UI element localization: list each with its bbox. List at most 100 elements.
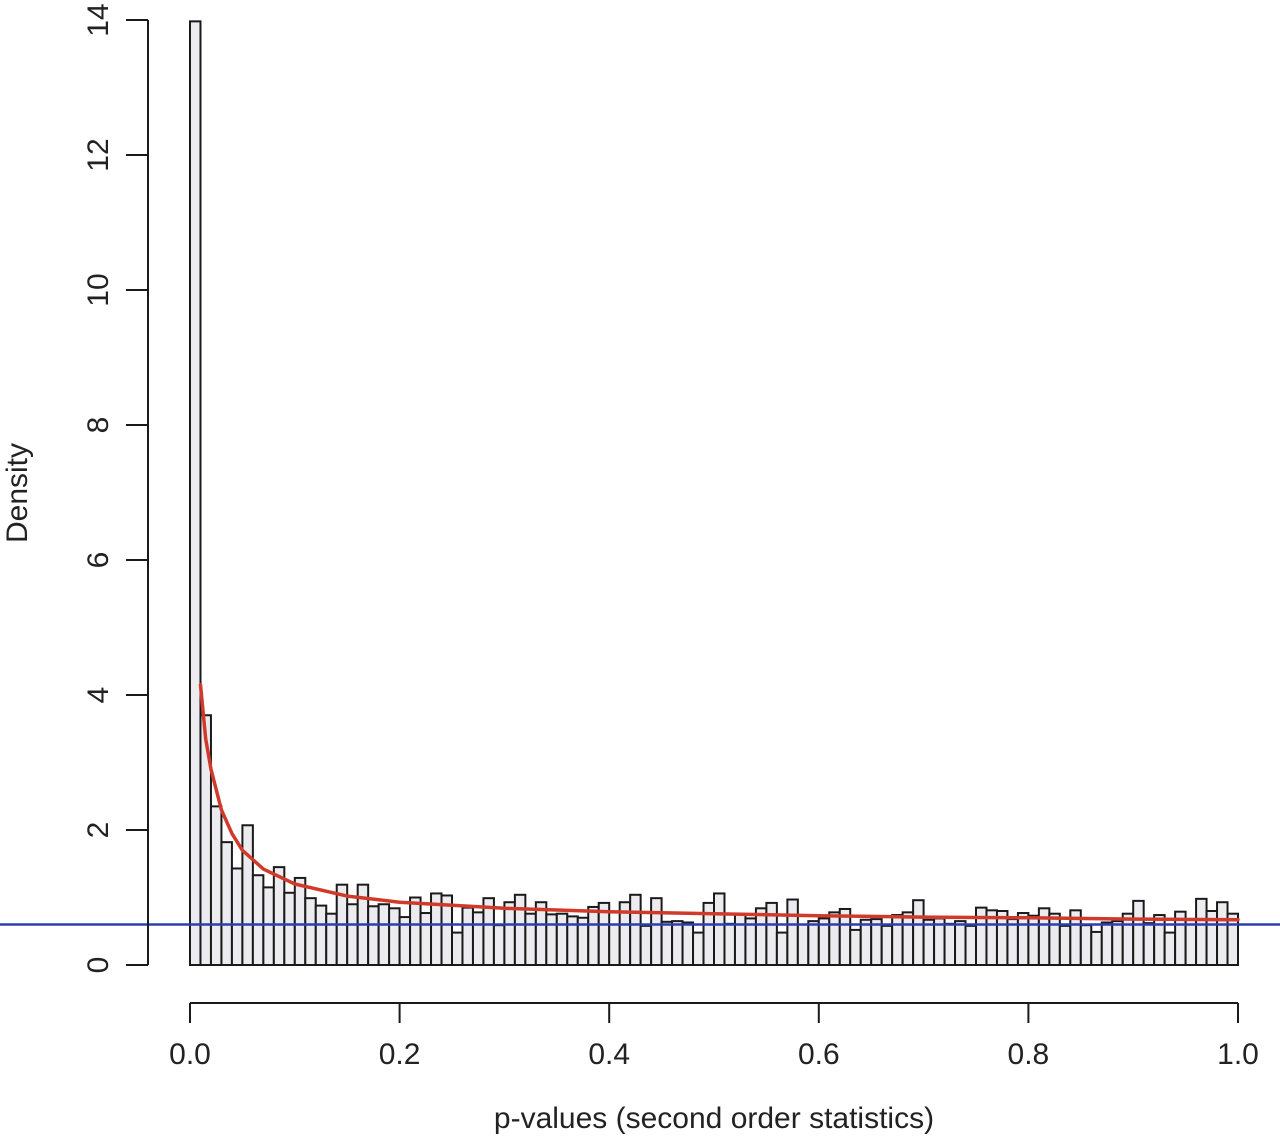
histogram-bar <box>304 897 317 966</box>
x-tick-label: 0.4 <box>588 1038 630 1071</box>
histogram-bar <box>314 904 328 966</box>
histogram-bar <box>660 920 674 966</box>
y-tick-label: 8 <box>82 417 115 434</box>
histogram-bar <box>189 20 202 967</box>
y-tick-label: 0 <box>82 957 115 974</box>
histogram-bar <box>251 874 265 966</box>
histogram-bar <box>954 920 967 966</box>
histogram-bar <box>901 911 915 966</box>
histogram-bar <box>859 918 873 967</box>
fitted-density-curve <box>198 683 1240 922</box>
histogram-bar <box>870 918 883 966</box>
histogram-bar <box>943 922 957 967</box>
histogram-bar <box>220 841 233 967</box>
y-tick-label: 12 <box>82 138 115 171</box>
histogram-bar <box>1006 918 1019 966</box>
histogram-bar <box>922 918 936 967</box>
histogram-bar <box>1184 918 1198 967</box>
histogram-bar <box>1058 924 1072 966</box>
histogram-bar <box>723 922 736 967</box>
histogram-bar <box>671 920 684 966</box>
histogram-bar <box>713 892 726 967</box>
histogram-bar <box>377 903 391 966</box>
histogram-bar <box>828 911 841 966</box>
histogram-bar <box>681 921 695 966</box>
histogram-bar <box>692 931 705 966</box>
y-tick-label: 2 <box>82 822 115 839</box>
histogram-bar <box>849 928 862 967</box>
histogram-bar <box>209 805 223 966</box>
histogram-bar <box>492 924 506 966</box>
histogram-bar <box>608 923 621 966</box>
histogram-bar <box>733 913 747 966</box>
histogram-bar <box>409 896 422 966</box>
histogram-bar <box>367 905 380 967</box>
histogram-bar <box>1111 920 1124 966</box>
y-tick-label: 10 <box>82 273 115 306</box>
histogram-bar <box>964 924 978 966</box>
histogram-bar <box>796 923 810 966</box>
histogram-bar <box>419 912 433 967</box>
histogram-bar <box>325 912 338 967</box>
histogram-bar <box>451 931 464 966</box>
y-axis: 0 2 4 6 8 10 12 14 <box>82 3 149 974</box>
histogram-bar <box>629 893 642 966</box>
histogram-bar <box>912 899 925 967</box>
histogram-bar <box>1079 924 1093 966</box>
histogram-bars <box>189 20 1240 967</box>
histogram-bar <box>440 894 453 966</box>
histogram-bar <box>807 920 820 966</box>
histogram-bar <box>1048 912 1061 967</box>
histogram-bar <box>880 924 894 966</box>
histogram-bar <box>1100 921 1114 966</box>
histogram-bar <box>1153 914 1166 966</box>
histogram-bar <box>1016 912 1030 967</box>
histogram-bar <box>283 891 296 967</box>
histogram-bar <box>891 914 904 966</box>
histogram-bar <box>754 907 768 966</box>
histogram-bar <box>639 924 653 966</box>
histogram-bar <box>1226 912 1240 967</box>
histogram-bar <box>241 824 254 967</box>
histogram-bar <box>262 886 275 966</box>
histogram-bar <box>534 901 548 966</box>
x-tick-label: 1.0 <box>1217 1038 1259 1071</box>
x-axis: 0.0 0.2 0.4 0.6 0.8 1.0 <box>169 1002 1259 1071</box>
histogram-bar <box>1132 899 1145 966</box>
x-axis-title: p-values (second order statistics) <box>494 1102 934 1135</box>
histogram-bar <box>461 906 474 966</box>
histogram-bar <box>524 912 537 967</box>
x-tick-label: 0.0 <box>169 1038 211 1071</box>
y-tick-label: 4 <box>82 687 115 704</box>
y-tick-label: 6 <box>82 552 115 569</box>
histogram-bar <box>1142 922 1156 967</box>
histogram-bar <box>513 893 527 966</box>
x-tick-label: 0.2 <box>379 1038 421 1071</box>
histogram-bar <box>650 897 663 966</box>
histogram-bar <box>765 901 778 967</box>
histogram-bar <box>1027 914 1040 966</box>
y-axis-title: Density <box>1 443 34 543</box>
histogram-bar <box>503 901 516 966</box>
histogram-bar <box>555 912 569 967</box>
histogram-bar <box>471 911 485 966</box>
histogram-bar <box>1121 912 1135 967</box>
histogram-bar <box>388 907 401 966</box>
histogram-bar <box>346 903 359 966</box>
x-tick-label: 0.8 <box>1008 1038 1050 1071</box>
y-tick-label: 14 <box>82 3 115 36</box>
histogram-bar <box>1163 931 1177 966</box>
histogram-bar <box>775 931 789 966</box>
histogram-bar <box>272 866 286 966</box>
histogram-bar <box>1195 897 1208 966</box>
x-tick-label: 0.6 <box>798 1038 840 1071</box>
histogram-bar <box>230 867 244 966</box>
histogram-bar <box>545 913 558 966</box>
histogram-bar <box>1216 901 1229 966</box>
histogram-bar <box>293 876 307 966</box>
chart-overlays <box>0 683 1280 926</box>
histogram-bar <box>1090 930 1103 966</box>
histogram-bar <box>786 898 799 967</box>
histogram-bar <box>587 905 600 967</box>
